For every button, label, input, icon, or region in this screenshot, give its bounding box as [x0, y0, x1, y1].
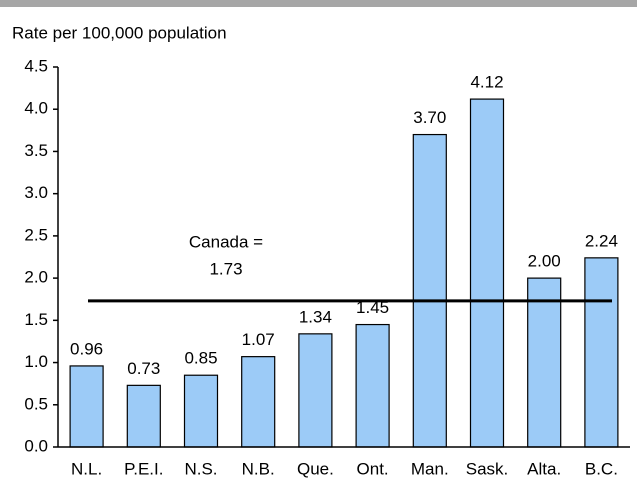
y-tick-label: 4.0 [24, 99, 48, 118]
x-tick-label: P.E.I. [124, 459, 163, 478]
x-tick-label: Man. [411, 459, 449, 478]
value-label: 3.70 [413, 108, 446, 127]
y-tick-label: 1.5 [24, 310, 48, 329]
bar [584, 257, 619, 448]
bar [469, 98, 505, 448]
y-tick-label: 4.5 [24, 56, 48, 75]
x-tick-label: N.B. [242, 459, 275, 478]
x-tick-label: Alta. [527, 459, 561, 478]
x-tick-label: N.S. [184, 459, 217, 478]
value-label: 1.45 [356, 298, 389, 317]
top-band [0, 0, 637, 7]
bar [183, 374, 219, 448]
bar [126, 384, 161, 448]
reference-label: Canada = [189, 232, 263, 251]
y-tick-label: 2.0 [24, 268, 48, 287]
x-tick-label: N.L. [71, 459, 102, 478]
bar [69, 365, 104, 448]
y-axis-label: Rate per 100,000 population [12, 23, 227, 42]
bar [355, 323, 390, 448]
y-tick-label: 2.5 [24, 225, 48, 244]
x-tick-label: B.C. [585, 459, 618, 478]
bar [412, 133, 447, 448]
x-tick-label: Sask. [466, 459, 509, 478]
value-label: 1.07 [242, 330, 275, 349]
value-label: 1.34 [299, 307, 332, 326]
bar [527, 277, 562, 448]
value-label: 0.73 [127, 359, 160, 378]
x-tick-label: Que. [297, 459, 334, 478]
value-label: 2.00 [528, 252, 561, 271]
bar [298, 333, 333, 448]
value-label: 0.85 [184, 349, 217, 368]
y-tick-label: 0.0 [24, 436, 48, 455]
reference-value: 1.73 [209, 259, 242, 278]
y-tick-label: 0.5 [24, 394, 48, 413]
y-tick-label: 3.5 [24, 141, 48, 160]
value-label: 4.12 [470, 73, 503, 92]
value-label: 0.96 [70, 339, 103, 358]
value-label: 2.24 [585, 231, 618, 250]
y-tick-label: 1.0 [24, 352, 48, 371]
y-tick-label: 3.0 [24, 183, 48, 202]
x-tick-label: Ont. [357, 459, 389, 478]
bar [241, 356, 276, 448]
